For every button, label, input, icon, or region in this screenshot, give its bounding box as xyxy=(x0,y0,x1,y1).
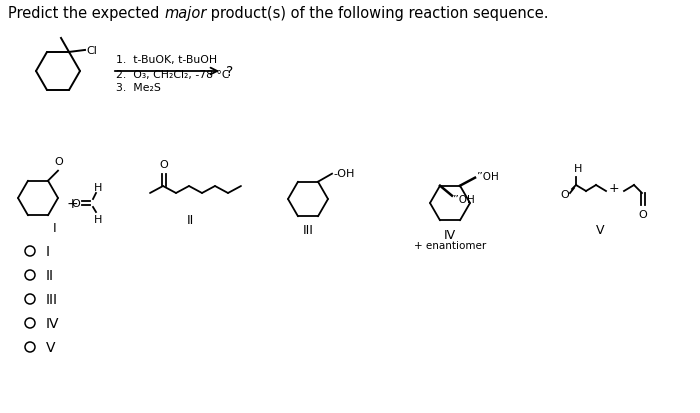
Text: O: O xyxy=(561,190,569,199)
Text: -OH: -OH xyxy=(333,168,354,178)
Text: III: III xyxy=(302,224,314,237)
Text: II: II xyxy=(186,214,194,227)
Text: ’’OH: ’’OH xyxy=(452,194,475,204)
Text: O: O xyxy=(71,199,80,209)
Text: +: + xyxy=(66,197,78,211)
Text: II: II xyxy=(46,268,54,282)
Text: I: I xyxy=(46,244,50,259)
Text: I: I xyxy=(53,222,57,235)
Text: O: O xyxy=(55,156,64,166)
Text: IV: IV xyxy=(444,229,456,242)
Text: H: H xyxy=(94,183,102,192)
Text: ?: ? xyxy=(226,65,233,79)
Text: major: major xyxy=(164,5,206,21)
Text: Predict the expected: Predict the expected xyxy=(8,5,164,21)
Text: III: III xyxy=(46,292,58,306)
Text: Cl: Cl xyxy=(86,46,97,56)
Text: +: + xyxy=(609,182,620,195)
Text: 2.  O₃, CH₂Cl₂, -78 °C: 2. O₃, CH₂Cl₂, -78 °C xyxy=(116,70,230,80)
Text: 1.  t-BuOK, t-BuOH: 1. t-BuOK, t-BuOH xyxy=(116,55,217,65)
Text: V: V xyxy=(596,224,604,237)
Text: IV: IV xyxy=(46,316,60,330)
Text: O: O xyxy=(160,159,169,170)
Text: product(s) of the following reaction sequence.: product(s) of the following reaction seq… xyxy=(206,5,549,21)
Text: V: V xyxy=(46,340,55,354)
Text: 3.  Me₂S: 3. Me₂S xyxy=(116,83,161,93)
Text: H: H xyxy=(94,214,102,224)
Text: H: H xyxy=(574,164,582,173)
Text: O: O xyxy=(638,209,648,219)
Text: ’’OH: ’’OH xyxy=(476,171,498,181)
Text: + enantiomer: + enantiomer xyxy=(414,240,486,250)
